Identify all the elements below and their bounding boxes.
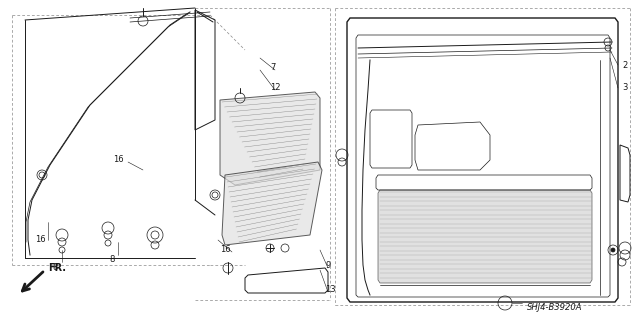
Polygon shape: [378, 190, 592, 283]
Text: 13: 13: [325, 286, 335, 294]
Polygon shape: [222, 162, 322, 245]
Text: 8: 8: [52, 263, 58, 272]
Text: 16: 16: [35, 235, 45, 244]
Text: FR.: FR.: [48, 263, 66, 273]
Text: 12: 12: [270, 84, 280, 93]
Circle shape: [611, 248, 615, 252]
Text: 2: 2: [622, 61, 627, 70]
Text: 16: 16: [220, 246, 230, 255]
Text: 16: 16: [113, 155, 124, 165]
Polygon shape: [220, 92, 320, 185]
Text: SHJ4-B3920A: SHJ4-B3920A: [527, 303, 583, 313]
Text: 7: 7: [270, 63, 275, 72]
Text: 3: 3: [622, 84, 627, 93]
Text: 8: 8: [109, 256, 115, 264]
Text: 9: 9: [325, 262, 330, 271]
